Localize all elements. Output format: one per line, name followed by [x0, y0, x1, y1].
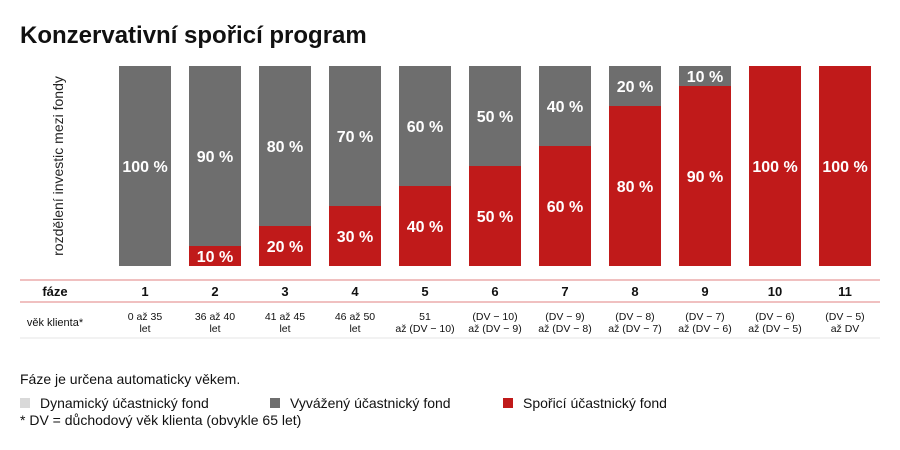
- age-range-line2-7: až (DV − 8): [538, 323, 591, 335]
- chart-title: Konzervativní spořicí program: [20, 22, 367, 49]
- bar-data-label-s1-c1: 90 %: [197, 149, 233, 166]
- legend-item-savings: Spořicí účastnický fond: [503, 395, 667, 411]
- x-tick-label-phase-4: 4: [351, 284, 359, 299]
- bar-data-label-s1-c3: 70 %: [337, 129, 373, 146]
- notes: Fáze je určena automaticky věkem.: [20, 370, 240, 389]
- age-range-line2-1: let: [139, 323, 150, 335]
- bar-data-label-s2-c1: 10 %: [197, 249, 233, 266]
- legend-label-balanced: Vyvážený účastnický fond: [290, 395, 451, 411]
- bar-segment-s1-c2: [259, 66, 311, 226]
- age-range-line2-5: až (DV − 10): [395, 323, 454, 335]
- x-tick-label-phase-11: 11: [838, 284, 852, 299]
- age-range-line1-8: (DV − 8): [615, 311, 654, 323]
- age-range-line2-9: až (DV − 6): [678, 323, 731, 335]
- age-range-line2-10: až (DV − 5): [748, 323, 801, 335]
- bar-data-label-s1-c0: 100 %: [122, 159, 167, 176]
- footnote: * DV = důchodový věk klienta (obvykle 65…: [20, 412, 302, 428]
- bar-segment-s2-c7: [609, 106, 661, 266]
- x-tick-label-phase-5: 5: [421, 284, 428, 299]
- legend-swatch-savings: [503, 398, 513, 408]
- bar-data-label-s1-c6: 40 %: [547, 99, 583, 116]
- age-range-line1-3: 41 až 45: [265, 311, 305, 323]
- bar-segment-s1-c1: [189, 66, 241, 246]
- x-tick-label-phase-7: 7: [561, 284, 568, 299]
- bar-segment-s1-c8: [679, 66, 731, 86]
- x-tick-label-phase-2: 2: [211, 284, 218, 299]
- bar-segment-s2-c6: [539, 146, 591, 266]
- age-range-line1-7: (DV − 9): [545, 311, 584, 323]
- legend-swatch-dynamic: [20, 398, 30, 408]
- bar-data-label-s1-c4: 60 %: [407, 119, 443, 136]
- bar-data-label-s1-c2: 80 %: [267, 139, 303, 156]
- x-tick-label-phase-6: 6: [491, 284, 498, 299]
- age-range-line2-4: let: [349, 323, 360, 335]
- bar-segment-s1-c4: [399, 66, 451, 186]
- bar-segment-s2-c5: [469, 166, 521, 266]
- x-tick-label-phase-9: 9: [701, 284, 708, 299]
- age-range-line1-4: 46 až 50: [335, 311, 375, 323]
- bar-data-label-s1-c8: 10 %: [687, 69, 723, 86]
- bar-segment-s2-c3: [329, 206, 381, 266]
- bar-data-label-s2-c3: 30 %: [337, 229, 373, 246]
- age-range-line2-6: až (DV − 9): [468, 323, 521, 335]
- x-tick-label-phase-1: 1: [141, 284, 148, 299]
- x-tick-label-phase-3: 3: [281, 284, 288, 299]
- legend-label-savings: Spořicí účastnický fond: [523, 395, 667, 411]
- bar-data-label-s1-c5: 50 %: [477, 109, 513, 126]
- legend-item-dynamic: Dynamický účastnický fond: [20, 395, 209, 411]
- bar-segment-s2-c9: [749, 66, 801, 266]
- bar-segment-s1-c5: [469, 66, 521, 166]
- bar-data-label-s2-c10: 100 %: [822, 159, 867, 176]
- age-range-line1-10: (DV − 6): [755, 311, 794, 323]
- age-range-line2-2: let: [209, 323, 220, 335]
- x-tick-label-phase-10: 10: [768, 284, 782, 299]
- age-range-line1-9: (DV − 7): [685, 311, 724, 323]
- bar-data-label-s2-c5: 50 %: [477, 209, 513, 226]
- bar-data-label-s2-c8: 90 %: [687, 169, 723, 186]
- age-range-line1-11: (DV − 5): [825, 311, 864, 323]
- age-range-line1-2: 36 až 40: [195, 311, 235, 323]
- bar-segment-s1-c7: [609, 66, 661, 106]
- age-range-line2-11: až DV: [831, 323, 860, 335]
- bar-data-label-s1-c7: 20 %: [617, 79, 653, 96]
- phase-note: Fáze je určena automaticky věkem.: [20, 371, 241, 387]
- bar-segment-s1-c3: [329, 66, 381, 206]
- table-row-label-age: věk klienta*: [27, 317, 84, 329]
- table-row-label-phase: fáze: [42, 284, 67, 299]
- bar-segment-s2-c4: [399, 186, 451, 266]
- age-range-line2-8: až (DV − 7): [608, 323, 661, 335]
- legend-label-dynamic: Dynamický účastnický fond: [40, 395, 209, 411]
- legend-swatch-balanced: [270, 398, 280, 408]
- bar-data-label-s2-c6: 60 %: [547, 199, 583, 216]
- bar-segment-s1-c6: [539, 66, 591, 146]
- age-range-line1-6: (DV − 10): [472, 311, 517, 323]
- bar-data-label-s2-c9: 100 %: [752, 159, 797, 176]
- bar-data-label-s2-c2: 20 %: [267, 239, 303, 256]
- legend-item-balanced: Vyvážený účastnický fond: [270, 395, 451, 411]
- stacked-bar-chart: 100 %10 %90 %20 %80 %30 %70 %40 %60 %50 …: [20, 66, 880, 339]
- bar-segment-s2-c1: [189, 246, 241, 266]
- bar-data-label-s2-c7: 80 %: [617, 179, 653, 196]
- bar-segment-s2-c10: [819, 66, 871, 266]
- age-range-line2-3: let: [279, 323, 290, 335]
- x-tick-label-phase-8: 8: [631, 284, 638, 299]
- bar-segment-s2-c8: [679, 86, 731, 266]
- age-range-line1-5: 51: [419, 311, 431, 323]
- bar-segment-s2-c2: [259, 226, 311, 266]
- age-range-line1-1: 0 až 35: [128, 311, 163, 323]
- bar-segment-s1-c0: [119, 66, 171, 266]
- bar-data-label-s2-c4: 40 %: [407, 219, 443, 236]
